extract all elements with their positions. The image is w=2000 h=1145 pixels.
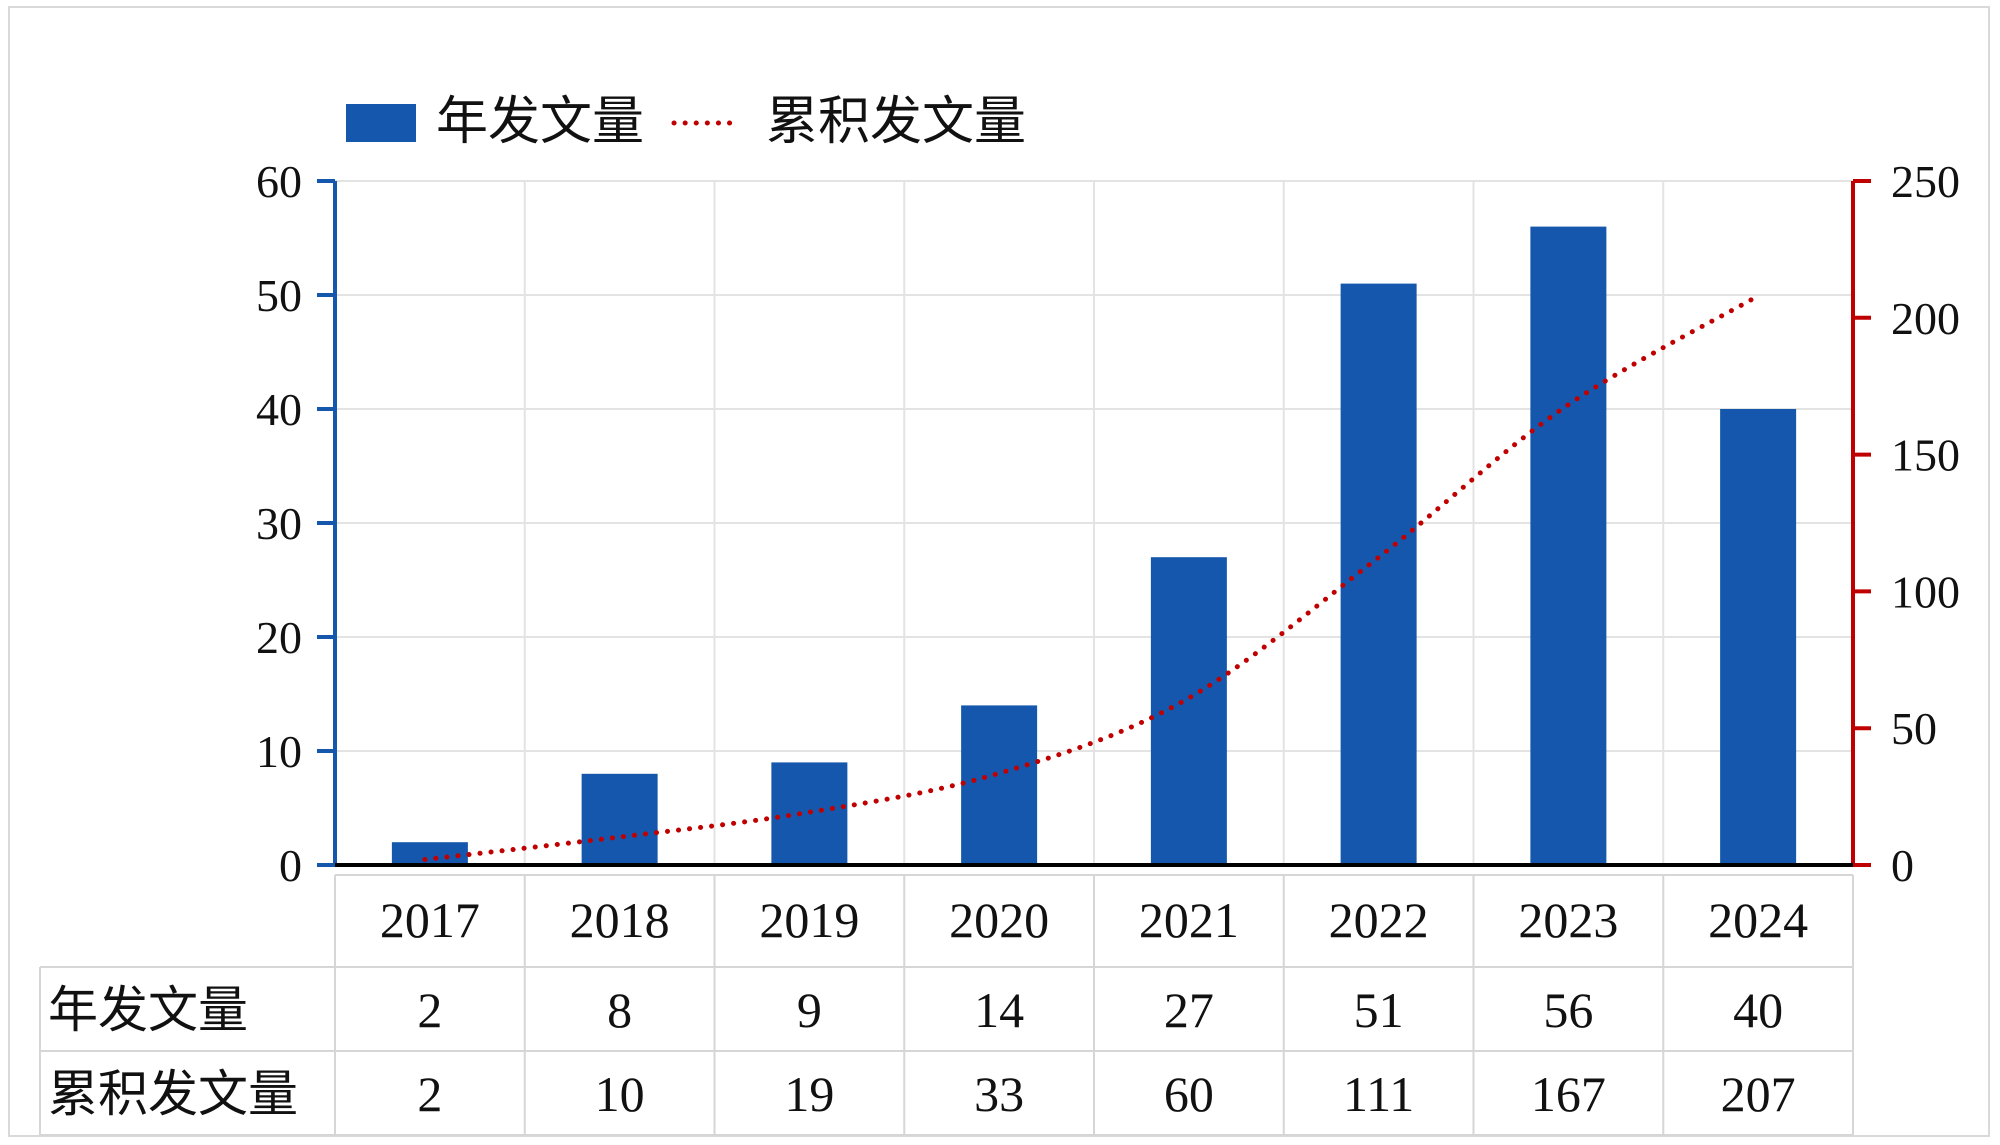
y-tick-label-right: 0 [1891,840,1914,891]
table-header-cell: 2018 [570,892,670,948]
table-cell: 2 [417,982,442,1038]
y-tick-label-left: 10 [256,726,302,777]
legend-swatch-bar [346,104,416,142]
table-header-cell: 2020 [949,892,1049,948]
table-cell: 19 [784,1066,834,1122]
table-row-label: 年发文量 [48,982,248,1038]
data-table-grid [39,874,1854,1136]
grid [335,180,1853,865]
table-cell: 40 [1733,982,1783,1038]
data-table: 2017 2018 2019 2020 2021 2022 2023 2024 年发文量 2 8 9 1… [48,892,1808,1122]
table-cell: 207 [1721,1066,1796,1122]
table-cell: 111 [1343,1066,1414,1122]
table-cell: 9 [797,982,822,1038]
bar [1720,409,1797,865]
y-tick-label-left: 0 [279,840,302,891]
y-tick-label-right: 50 [1891,703,1937,754]
table-cell: 51 [1354,982,1404,1038]
table-cell: 56 [1543,982,1593,1038]
legend-label-bar: 年发文量 [436,94,644,151]
bar [1150,557,1227,865]
y-tick-label-left: 50 [256,270,302,321]
table-header-cell: 2019 [759,892,859,948]
y-tick-label-left: 40 [256,384,302,435]
table-header-cell: 2022 [1329,892,1429,948]
table-cell: 33 [974,1066,1024,1122]
legend-label-line: 累积发文量 [766,94,1026,151]
table-cell: 27 [1164,982,1214,1038]
table-cell: 10 [595,1066,645,1122]
bar [391,842,468,865]
table-row-label: 累积发文量 [48,1066,298,1122]
table-cell: 2 [417,1066,442,1122]
bar [1340,283,1417,866]
chart-frame [8,6,1990,1137]
bar [1530,226,1607,866]
cumulative-line [422,296,1756,863]
bar [961,705,1038,865]
y-tick-label-left: 20 [256,612,302,663]
y-tick-label-left: 30 [256,498,302,549]
table-cell: 60 [1164,1066,1214,1122]
y-tick-label-right: 150 [1891,430,1960,481]
y-tick-label-right: 250 [1891,156,1960,207]
y-tick-label-right: 200 [1891,293,1960,344]
bar [581,773,658,865]
tick-labels: 0 10 20 30 40 50 60 0 50 100 150 200 250 [256,156,1960,891]
table-cell: 8 [607,982,632,1038]
axes [317,179,1871,867]
table-header-cell: 2023 [1518,892,1618,948]
y-tick-label-right: 100 [1891,566,1960,617]
table-header-cell: 2017 [380,892,480,948]
legend: 年发文量 累积发文量 [346,94,1026,151]
table-header-cell: 2024 [1708,892,1808,948]
table-cell: 14 [974,982,1024,1038]
y-tick-label-left: 60 [256,156,302,207]
bar-series [391,226,1797,866]
table-cell: 167 [1531,1066,1606,1122]
table-header-cell: 2021 [1139,892,1239,948]
line-series [422,296,1756,863]
